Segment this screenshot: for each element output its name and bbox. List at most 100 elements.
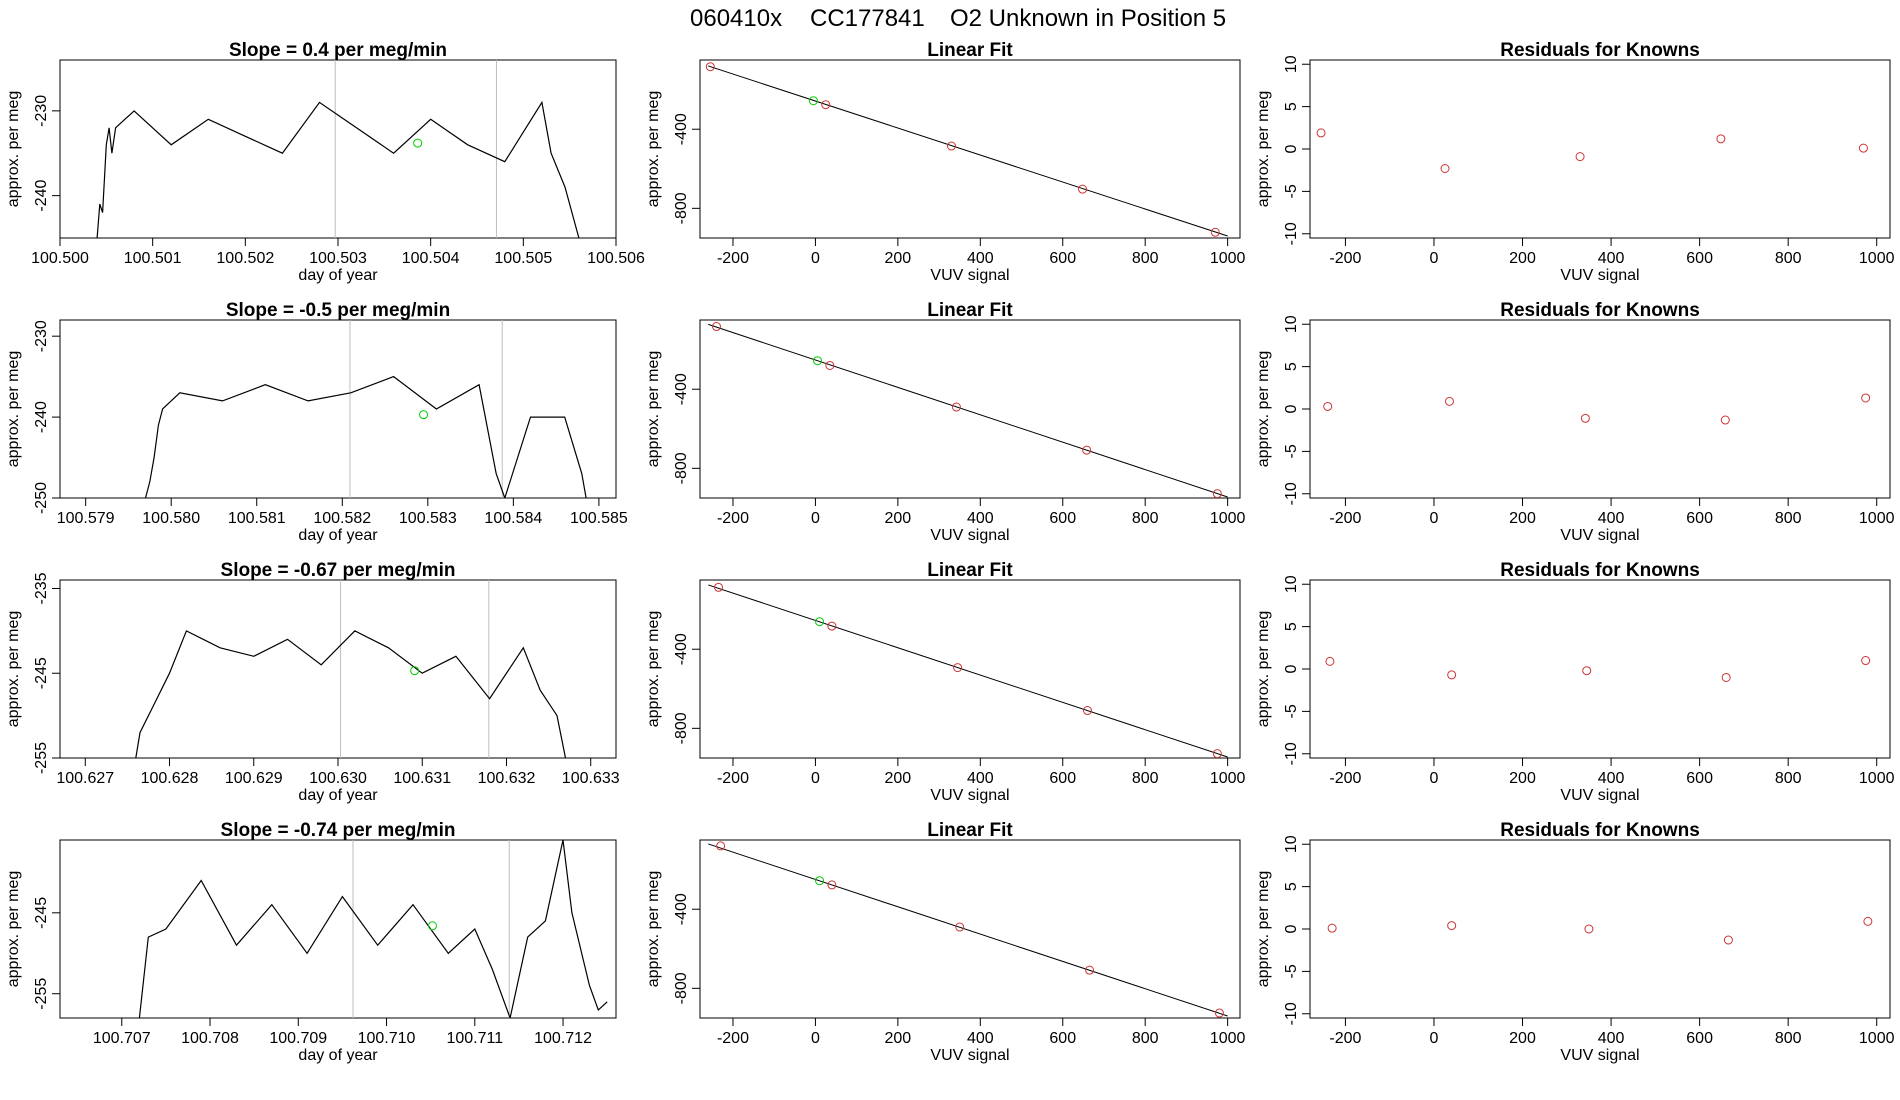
known-point xyxy=(1078,184,1088,194)
y-axis-label: approx. per meg xyxy=(5,91,22,208)
x-tick-label: 100.633 xyxy=(562,770,620,787)
panel-3-1: Slope = -0.67 per meg/min 100.627 100.628 1… xyxy=(5,560,620,804)
plot-frame xyxy=(59,579,617,759)
y-tick-label: 0 xyxy=(1283,924,1300,933)
known-point xyxy=(1575,152,1585,162)
known-point xyxy=(955,922,965,932)
plot-area xyxy=(138,840,608,1018)
known-point xyxy=(951,402,961,412)
x-tick-label: 0 xyxy=(811,510,820,527)
known-point xyxy=(1582,666,1592,676)
panel-2-2: Linear Fit -200 0 200 400 600 800 1000 -400 -800 V… xyxy=(645,300,1246,544)
panel-4-1: Slope = -0.74 per meg/min 100.707 100.708 1… xyxy=(5,820,617,1064)
y-tick-label: -800 xyxy=(673,972,690,1004)
x-tick-label: 1000 xyxy=(1859,510,1895,527)
x-tick-label: 800 xyxy=(1132,770,1159,787)
x-axis-label: VUV signal xyxy=(1560,1047,1639,1064)
x-tick-label: 100.584 xyxy=(484,510,542,527)
x-tick-label: 0 xyxy=(811,250,820,267)
fit-line xyxy=(708,584,1228,758)
known-point xyxy=(1327,923,1337,933)
series-line xyxy=(96,100,580,238)
panel-title: Residuals for Knowns xyxy=(1500,300,1700,321)
known-point xyxy=(1440,163,1450,173)
x-tick-label: -200 xyxy=(1329,770,1361,787)
x-tick-label: 800 xyxy=(1132,1030,1159,1047)
x-tick-label: -200 xyxy=(717,1030,749,1047)
series-line xyxy=(144,375,587,498)
y-tick-label: 10 xyxy=(1283,575,1300,593)
known-point xyxy=(705,62,715,72)
x-tick-label: 100.583 xyxy=(399,510,457,527)
x-tick-label: -200 xyxy=(1329,250,1361,267)
y-tick-label: -400 xyxy=(673,633,690,665)
known-point xyxy=(1721,672,1731,682)
y-axis-label: approx. per meg xyxy=(645,351,662,468)
panel-title: Linear Fit xyxy=(927,820,1013,841)
y-tick-label: 5 xyxy=(1283,622,1300,631)
known-point xyxy=(946,141,956,151)
x-tick-label: 1000 xyxy=(1859,1030,1895,1047)
y-axis-label: approx. per meg xyxy=(645,611,662,728)
known-point xyxy=(1447,670,1457,680)
known-point xyxy=(953,663,963,673)
y-tick-label: 5 xyxy=(1283,102,1300,111)
x-tick-label: 400 xyxy=(967,510,994,527)
known-point xyxy=(825,360,835,370)
y-tick-label: -255 xyxy=(33,742,50,774)
x-axis-label: day of year xyxy=(298,1047,378,1064)
plot-frame xyxy=(1309,319,1891,499)
x-tick-label: -200 xyxy=(717,510,749,527)
unknown-point xyxy=(808,96,818,106)
x-tick-label: 400 xyxy=(967,770,994,787)
panel-title: Slope = 0.4 per meg/min xyxy=(229,40,447,61)
panel-1-2: Linear Fit -200 0 200 400 600 800 1000 -400 -800 V… xyxy=(645,40,1246,284)
x-tick-label: 200 xyxy=(885,510,912,527)
x-axis-label: VUV signal xyxy=(930,267,1009,284)
y-axis-label: approx. per meg xyxy=(5,611,22,728)
y-tick-label: 0 xyxy=(1283,144,1300,153)
fit-line xyxy=(708,323,1228,498)
y-tick-label: -800 xyxy=(673,712,690,744)
x-tick-label: 100.709 xyxy=(269,1030,327,1047)
panel-title: Linear Fit xyxy=(927,300,1013,321)
plot-frame xyxy=(699,59,1241,239)
y-tick-label: -5 xyxy=(1283,964,1300,978)
known-point xyxy=(716,841,726,851)
x-tick-label: 100.504 xyxy=(402,250,460,267)
x-tick-label: 100.582 xyxy=(313,510,371,527)
panel-4-2: Linear Fit -200 0 200 400 600 800 1000 -400 -800 V… xyxy=(645,820,1246,1064)
y-tick-label: -235 xyxy=(33,572,50,604)
x-tick-label: 800 xyxy=(1775,510,1802,527)
series-line xyxy=(135,630,567,758)
y-tick-label: -400 xyxy=(673,373,690,405)
x-tick-label: 200 xyxy=(1509,1030,1536,1047)
x-tick-label: 100.502 xyxy=(216,250,274,267)
known-point xyxy=(1716,134,1726,144)
known-point xyxy=(821,100,831,110)
known-point xyxy=(1720,415,1730,425)
known-point xyxy=(1325,656,1335,666)
x-tick-label: 100.579 xyxy=(57,510,115,527)
x-tick-label: 0 xyxy=(811,770,820,787)
x-tick-label: 200 xyxy=(885,1030,912,1047)
plot-area xyxy=(705,62,1228,237)
y-tick-label: -10 xyxy=(1283,222,1300,245)
plot-area xyxy=(708,841,1228,1018)
series-line xyxy=(138,840,608,1018)
x-tick-label: -200 xyxy=(717,250,749,267)
y-tick-label: -800 xyxy=(673,452,690,484)
x-tick-label: 800 xyxy=(1132,510,1159,527)
unknown-point xyxy=(419,410,429,420)
y-tick-label: -230 xyxy=(33,320,50,352)
y-axis-label: approx. per meg xyxy=(645,91,662,208)
y-axis-label: approx. per meg xyxy=(1255,871,1272,988)
known-point xyxy=(1214,1008,1224,1018)
unknown-point xyxy=(410,666,420,676)
x-tick-label: 600 xyxy=(1686,510,1713,527)
x-tick-label: 0 xyxy=(811,1030,820,1047)
x-tick-label: 100.630 xyxy=(309,770,367,787)
y-axis-label: approx. per meg xyxy=(1255,611,1272,728)
y-tick-label: -10 xyxy=(1283,742,1300,765)
plot-frame xyxy=(699,839,1241,1019)
